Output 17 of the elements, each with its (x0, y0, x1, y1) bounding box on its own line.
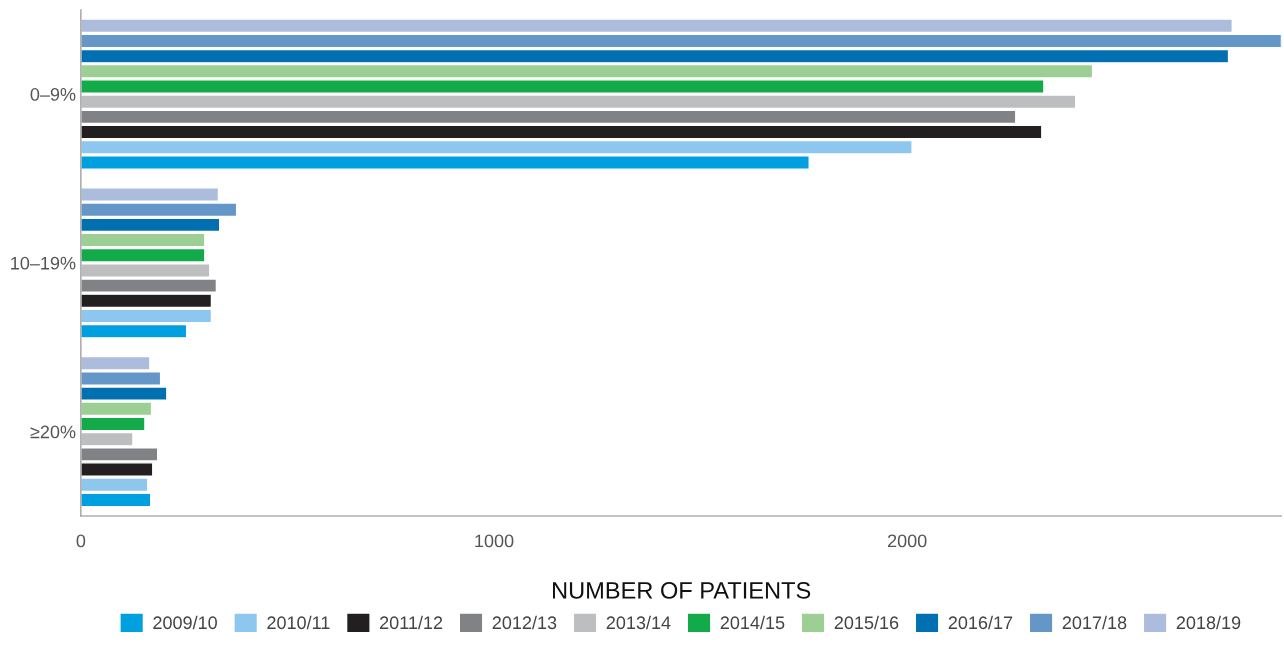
x-tick-label: 1000 (475, 534, 514, 548)
x-tick-label: 2000 (887, 534, 927, 548)
legend-label: 2017/18 (1062, 615, 1127, 630)
legend-label: 2009/10 (153, 615, 217, 630)
x-tick-label: 0 (76, 534, 86, 548)
legend-label: 2018/19 (1176, 615, 1241, 630)
legend-label: 2013/14 (606, 615, 671, 630)
legend-label: 2011/12 (380, 615, 443, 630)
legend-label: 2016/17 (948, 615, 1013, 630)
y-tick-label: ≥20% (30, 425, 76, 439)
legend-label: 2010/11 (267, 615, 330, 630)
legend-label: 2014/15 (720, 615, 785, 630)
x-axis-title: NUMBER OF PATIENTS (553, 582, 811, 599)
y-tick-label: 10–19% (11, 256, 76, 270)
legend-label: 2015/16 (834, 615, 899, 630)
legend-label: 2012/13 (492, 615, 557, 630)
y-tick-label: 0–9% (30, 88, 76, 101)
